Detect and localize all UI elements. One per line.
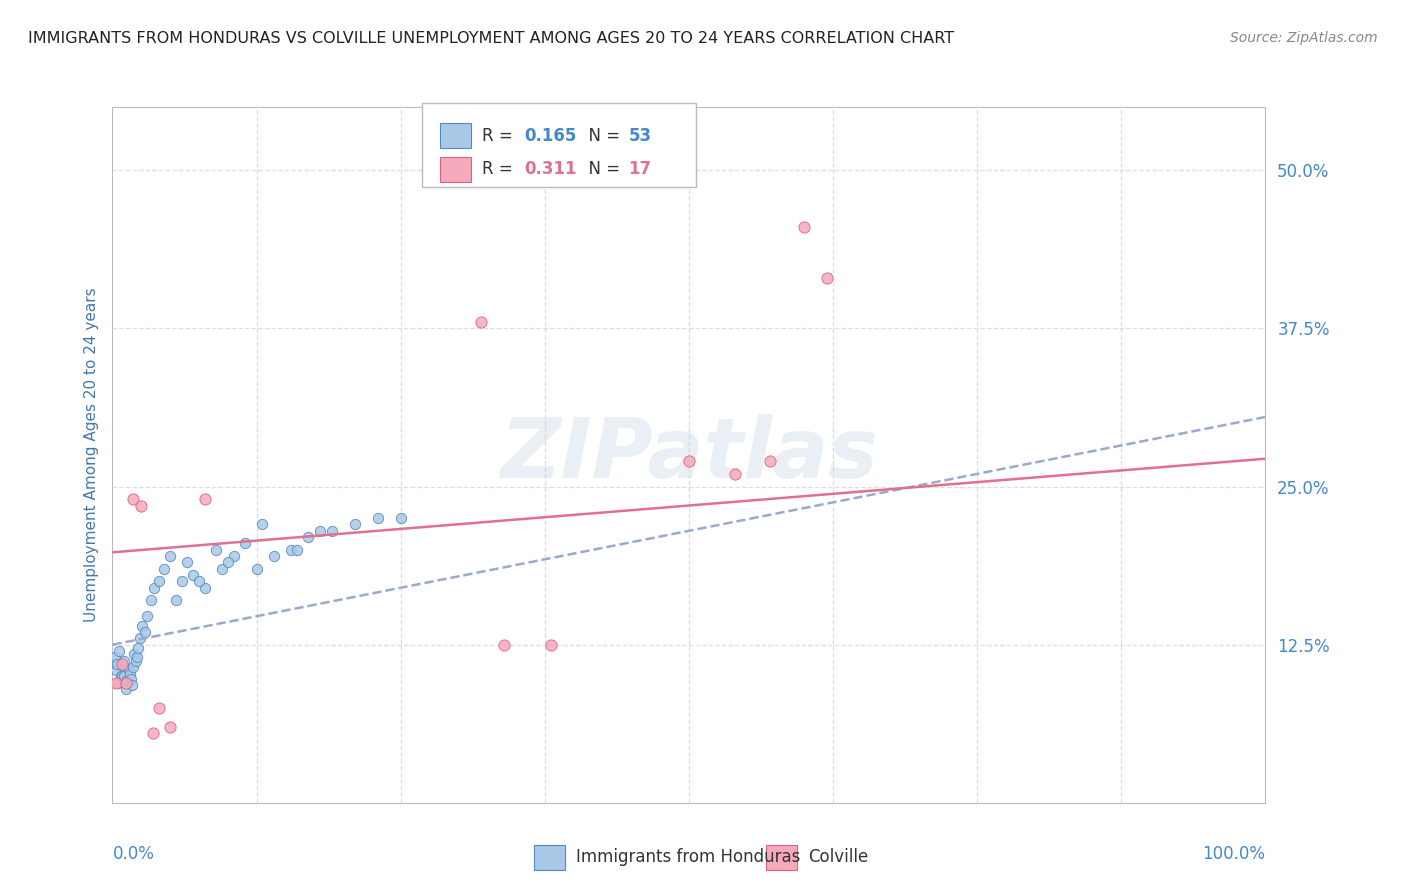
Point	[343, 517, 366, 532]
Point	[104, 675, 127, 690]
Text: R =: R =	[482, 161, 519, 178]
Point	[678, 454, 700, 468]
Point	[153, 562, 176, 576]
Point	[181, 568, 204, 582]
Text: Colville: Colville	[808, 848, 869, 866]
Point	[470, 315, 492, 329]
Point	[127, 641, 149, 656]
Point	[108, 644, 131, 658]
Point	[115, 681, 138, 696]
Point	[104, 663, 127, 677]
Point	[793, 220, 815, 235]
Point	[148, 574, 170, 589]
Point	[222, 549, 245, 563]
Point	[188, 574, 211, 589]
Point	[309, 524, 332, 538]
Point	[143, 581, 166, 595]
Point	[134, 625, 156, 640]
Point	[122, 660, 145, 674]
Text: 0.165: 0.165	[524, 127, 576, 145]
Point	[217, 556, 239, 570]
Point	[233, 536, 256, 550]
Text: ZIPatlas: ZIPatlas	[501, 415, 877, 495]
Point	[170, 574, 193, 589]
Text: 100.0%: 100.0%	[1202, 845, 1265, 863]
Point	[125, 650, 148, 665]
Point	[194, 492, 217, 507]
Point	[321, 524, 343, 538]
Point	[111, 659, 134, 673]
Point	[111, 669, 134, 683]
Text: Immigrants from Honduras: Immigrants from Honduras	[576, 848, 801, 866]
Point	[129, 499, 153, 513]
Text: N =: N =	[578, 127, 626, 145]
Point	[246, 562, 269, 576]
Point	[389, 511, 412, 525]
Point	[121, 678, 143, 692]
Point	[105, 657, 128, 671]
Text: Source: ZipAtlas.com: Source: ZipAtlas.com	[1230, 31, 1378, 45]
Point	[148, 701, 170, 715]
Text: R =: R =	[482, 127, 519, 145]
Point	[139, 593, 162, 607]
Point	[280, 542, 302, 557]
Point	[494, 638, 516, 652]
Point	[117, 673, 139, 687]
Point	[252, 517, 274, 532]
Point	[176, 556, 198, 570]
Point	[724, 467, 747, 481]
Point	[367, 511, 389, 525]
Text: 53: 53	[628, 127, 651, 145]
Point	[165, 593, 187, 607]
Point	[124, 647, 146, 661]
Point	[131, 618, 153, 632]
Point	[104, 650, 127, 665]
Point	[112, 669, 135, 683]
Point	[129, 632, 152, 646]
Point	[115, 675, 138, 690]
Point	[297, 530, 319, 544]
Point	[112, 654, 135, 668]
Point	[540, 638, 562, 652]
Text: 0.0%: 0.0%	[112, 845, 155, 863]
Point	[118, 666, 141, 681]
Text: IMMIGRANTS FROM HONDURAS VS COLVILLE UNEMPLOYMENT AMONG AGES 20 TO 24 YEARS CORR: IMMIGRANTS FROM HONDURAS VS COLVILLE UNE…	[28, 31, 955, 46]
Y-axis label: Unemployment Among Ages 20 to 24 years: Unemployment Among Ages 20 to 24 years	[83, 287, 98, 623]
Point	[111, 657, 134, 671]
Point	[120, 672, 142, 686]
Point	[114, 675, 136, 690]
Point	[122, 492, 145, 507]
Text: 17: 17	[628, 161, 651, 178]
Point	[285, 542, 308, 557]
Point	[142, 726, 165, 740]
Point	[211, 562, 233, 576]
Point	[159, 549, 181, 563]
Point	[263, 549, 285, 563]
Point	[136, 608, 159, 623]
Text: N =: N =	[578, 161, 626, 178]
Text: 0.311: 0.311	[524, 161, 576, 178]
Point	[758, 454, 780, 468]
Point	[107, 675, 129, 690]
Point	[117, 663, 139, 677]
Point	[124, 654, 146, 668]
Point	[110, 669, 132, 683]
Point	[194, 581, 217, 595]
Point	[159, 720, 181, 734]
Point	[815, 270, 838, 285]
Point	[205, 542, 228, 557]
